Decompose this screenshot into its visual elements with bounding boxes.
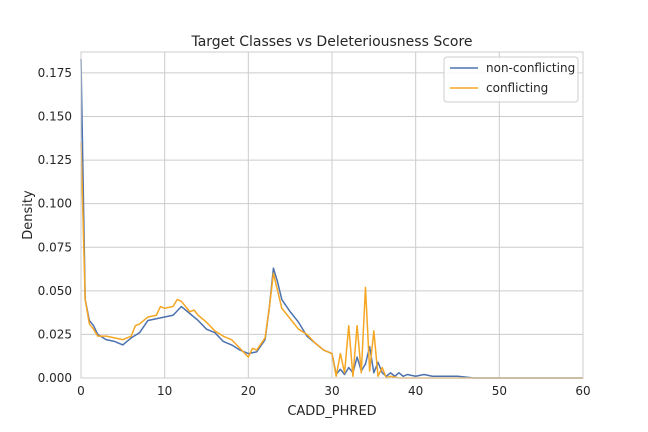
y-tick-label: 0.025 [38,327,72,341]
y-tick-label: 0.175 [38,66,72,80]
y-tick-labels: 0.000 0.025 0.050 0.075 0.100 0.125 0.150 0.175 [38,66,72,385]
y-tick-label: 0.100 [38,197,72,211]
legend: non-conflicting conflicting [443,56,579,103]
legend-label-conflicting: conflicting [486,81,548,95]
legend-label-non-conflicting: non-conflicting [486,61,575,75]
x-tick-label: 0 [77,384,85,398]
x-tick-label: 10 [157,384,172,398]
y-tick-label: 0.075 [38,240,72,254]
x-tick-label: 50 [492,384,507,398]
series-lines [80,58,583,379]
series-line-conflicting [80,142,583,379]
x-axis-label: CADD_PHRED [287,404,376,419]
y-tick-label: 0.000 [38,371,72,385]
series-line-non-conflicting [80,58,583,379]
x-tick-label: 20 [241,384,256,398]
y-tick-label: 0.125 [38,153,72,167]
y-axis-label: Density [21,190,36,240]
plot-frame [80,51,584,379]
y-tick-label: 0.050 [38,284,72,298]
x-tick-label: 60 [575,384,590,398]
x-tick-label: 30 [324,384,339,398]
y-tick-label: 0.150 [38,110,72,124]
x-tick-label: 40 [408,384,423,398]
x-tick-labels: 0 10 20 30 40 50 60 [77,384,590,398]
chart-title: Target Classes vs Deleteriousness Score [190,34,472,50]
